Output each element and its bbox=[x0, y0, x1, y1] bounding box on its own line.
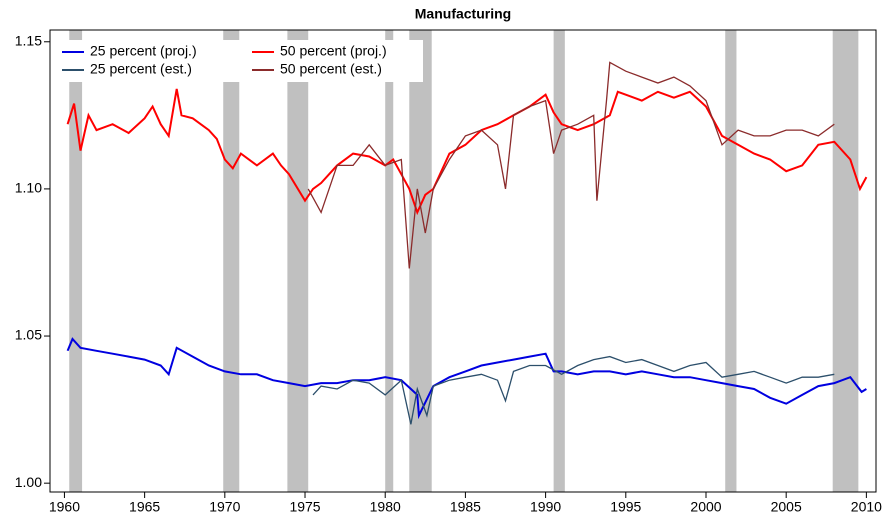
series-line bbox=[66, 337, 867, 420]
x-tick-label: 1970 bbox=[209, 499, 240, 515]
series-line bbox=[66, 88, 868, 216]
legend-label: 50 percent (est.) bbox=[280, 61, 382, 77]
x-tick-label: 1975 bbox=[289, 499, 320, 515]
recession-band bbox=[832, 30, 859, 492]
legend-box bbox=[58, 40, 423, 82]
recession-band bbox=[223, 30, 240, 492]
x-tick-label: 1990 bbox=[530, 499, 561, 515]
plot-frame bbox=[49, 29, 877, 493]
x-tick-label: 2005 bbox=[771, 499, 802, 515]
x-tick-label: 1980 bbox=[370, 499, 401, 515]
legend-label: 50 percent (proj.) bbox=[280, 43, 387, 59]
recession-band bbox=[385, 30, 394, 492]
y-tick-label: 1.00 bbox=[15, 474, 42, 490]
x-tick-label: 1960 bbox=[49, 499, 80, 515]
x-tick-label: 2000 bbox=[690, 499, 721, 515]
chart-title: Manufacturing bbox=[415, 6, 511, 22]
y-tick-label: 1.10 bbox=[15, 180, 42, 196]
recession-band bbox=[287, 30, 309, 492]
legend: 25 percent (proj.) 25 percent (est.) 50 pe… bbox=[58, 40, 423, 82]
recession-band bbox=[553, 30, 565, 492]
series-line bbox=[307, 61, 835, 269]
legend-label: 25 percent (proj.) bbox=[90, 43, 197, 59]
recession-band bbox=[725, 30, 737, 492]
recession-band bbox=[69, 30, 83, 492]
y-tick-label: 1.05 bbox=[15, 327, 42, 343]
x-tick-label: 1995 bbox=[610, 499, 641, 515]
x-tick-label: 1985 bbox=[450, 499, 481, 515]
series-line bbox=[312, 355, 835, 425]
legend-label: 25 percent (est.) bbox=[90, 61, 192, 77]
x-tick-label: 2010 bbox=[851, 499, 882, 515]
x-tick-label: 1965 bbox=[129, 499, 160, 515]
recession-band bbox=[409, 30, 432, 492]
y-tick-label: 1.15 bbox=[15, 32, 42, 48]
